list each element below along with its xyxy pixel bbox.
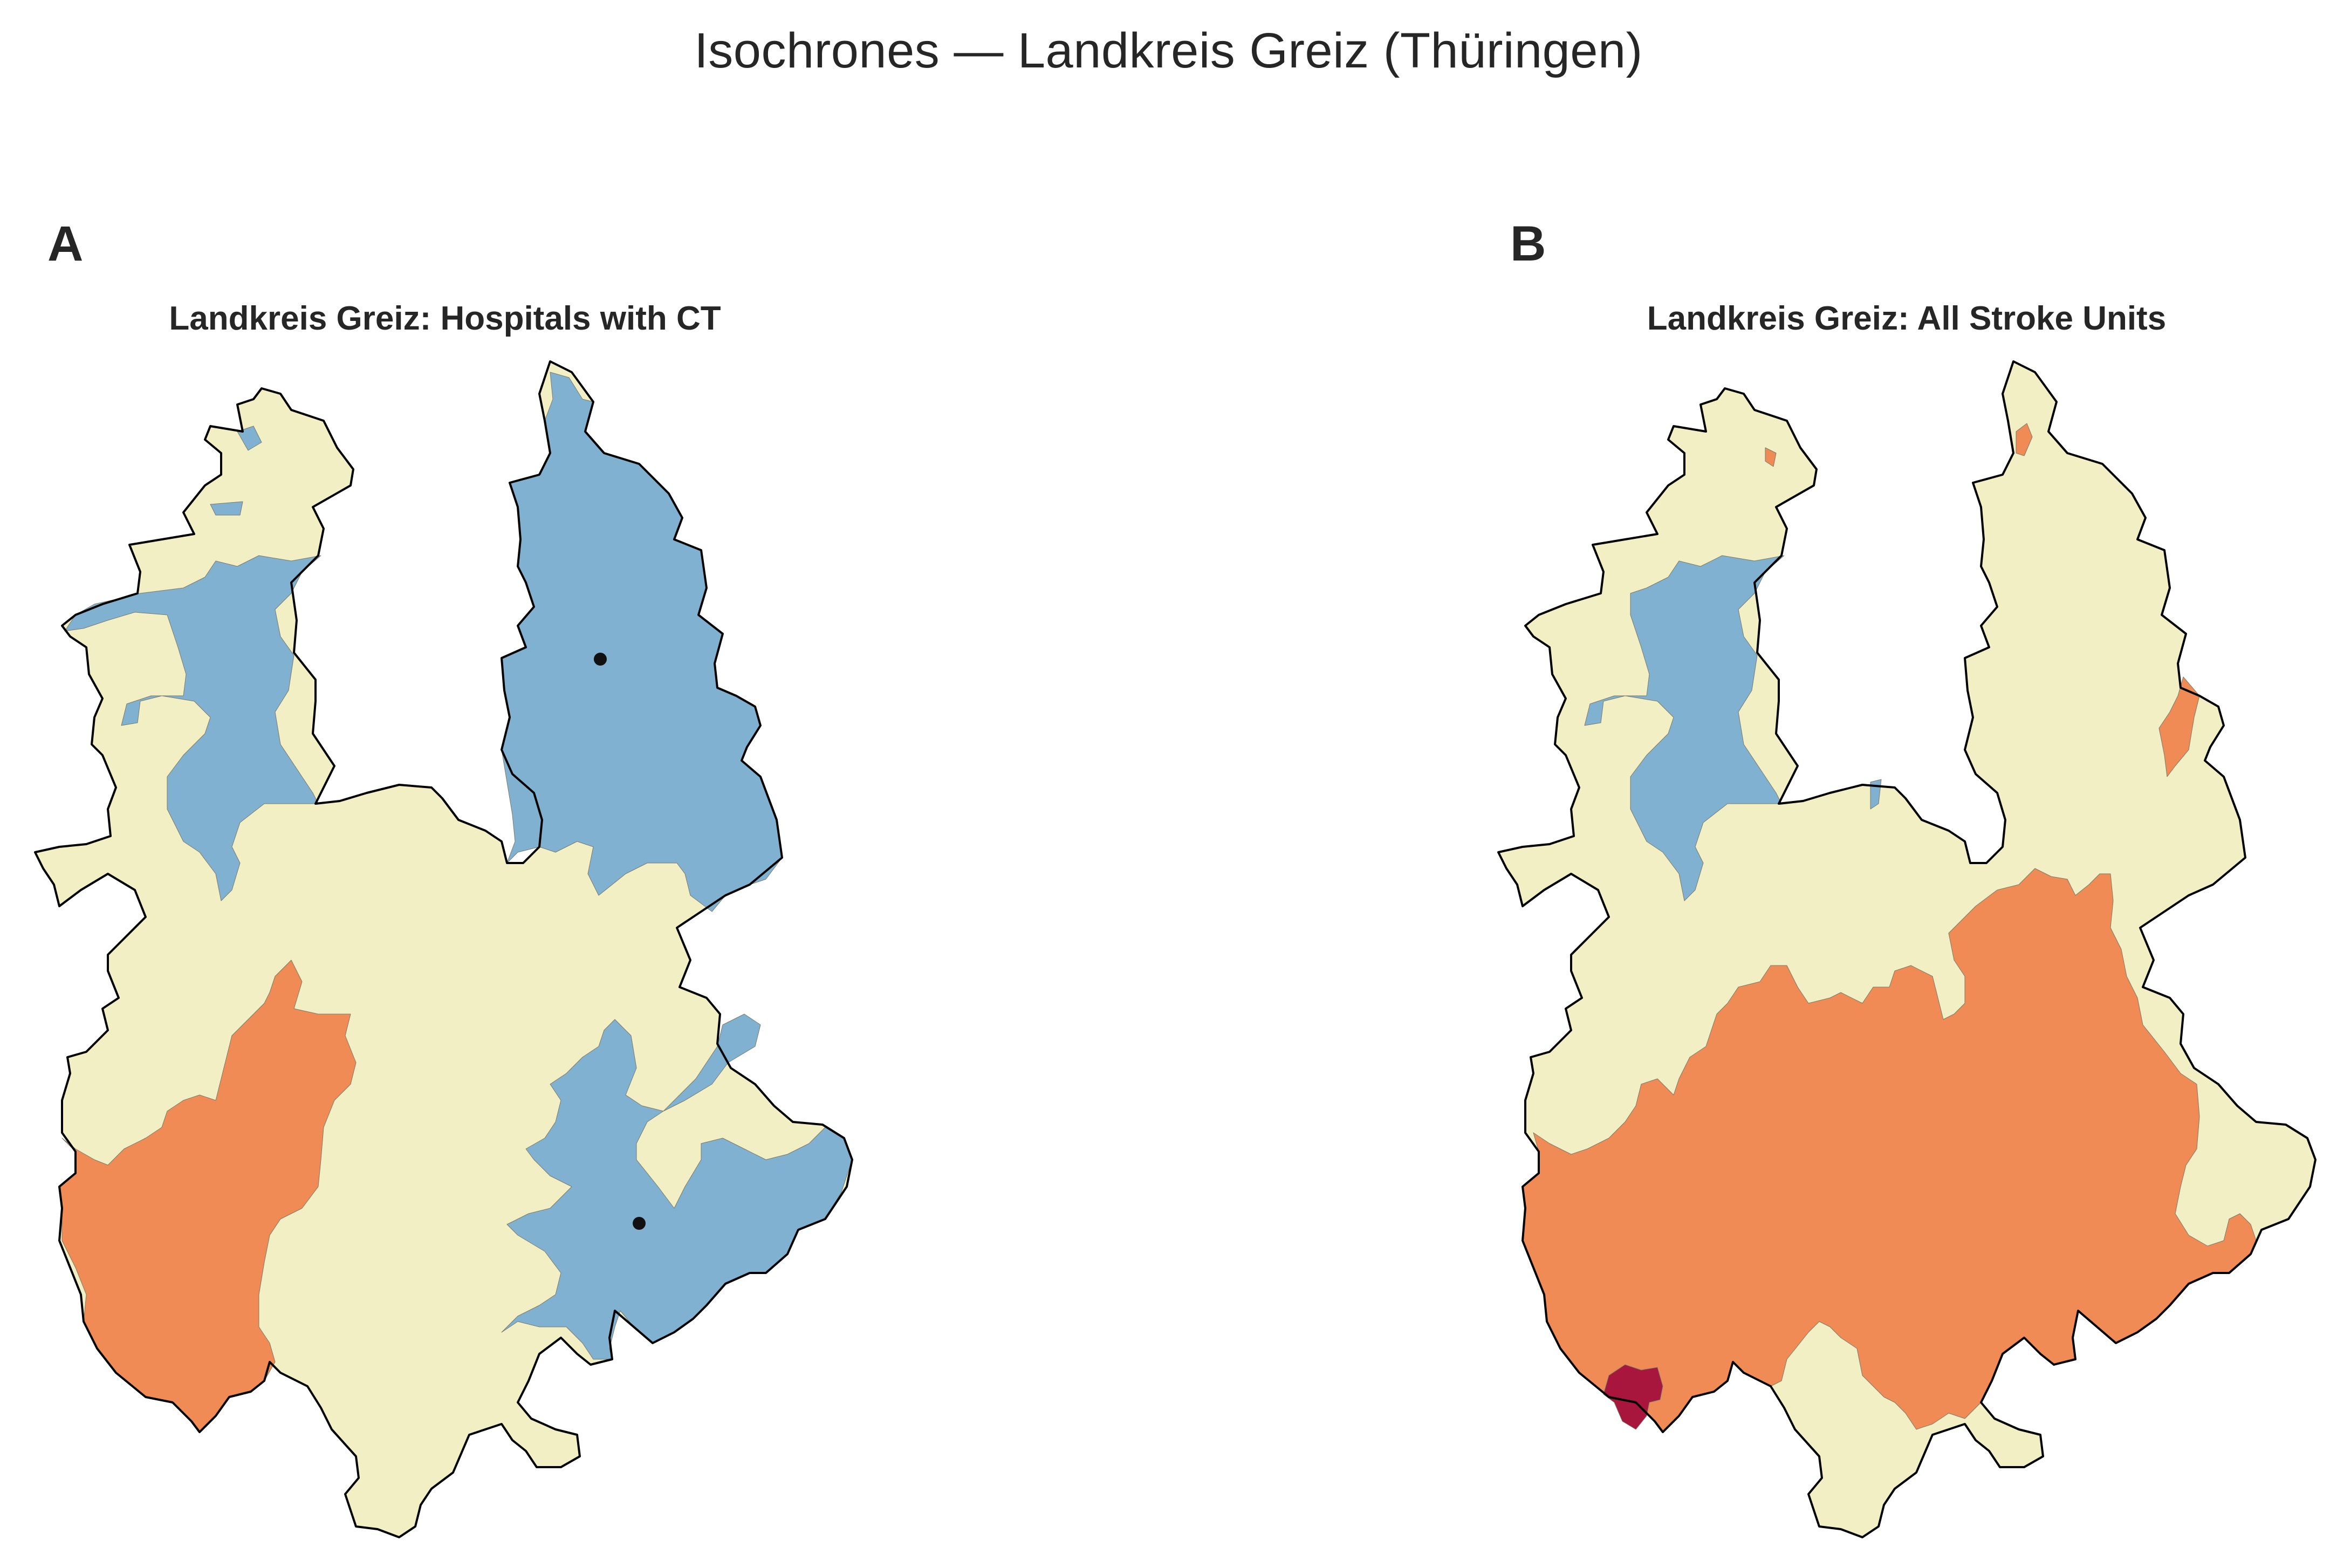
panel-b-isochrone-slow-patch (2016, 423, 2033, 456)
panel-a-map (34, 360, 853, 1538)
panel-b-isochrone-slow-patch (2158, 676, 2200, 777)
panel-a-isochrone-fast-ne (501, 372, 783, 912)
panel-a-isochrone-fast-patch (210, 501, 243, 516)
facility-marker (633, 1217, 646, 1230)
panel-b-title: Landkreis Greiz: All Stroke Units (1647, 300, 2167, 337)
panel-a-district-boundary (34, 360, 853, 1538)
panel-b-district-boundary (1497, 360, 2317, 1538)
panel-a-district (34, 360, 853, 1538)
panel-b-map (1497, 360, 2317, 1538)
panel-b-isochrone-fast-nw (1584, 555, 1785, 901)
panel-b-letter: B (1510, 216, 1546, 271)
panel-a-letter: A (47, 216, 84, 271)
panel-b-district (1497, 360, 2317, 1538)
panel-b-isochrone-slowest (1603, 1364, 1663, 1430)
panel-b-isochrone-slow-main (1522, 868, 2257, 1433)
panel-a-isochrone-fast-nw (64, 555, 321, 901)
panel-a-title: Landkreis Greiz: Hospitals with CT (169, 300, 721, 337)
figure-title: Isochrones — Landkreis Greiz (Thüringen) (694, 23, 1643, 78)
facility-marker (594, 653, 607, 666)
panel-b-isochrone-slow-patch (1765, 447, 1777, 467)
